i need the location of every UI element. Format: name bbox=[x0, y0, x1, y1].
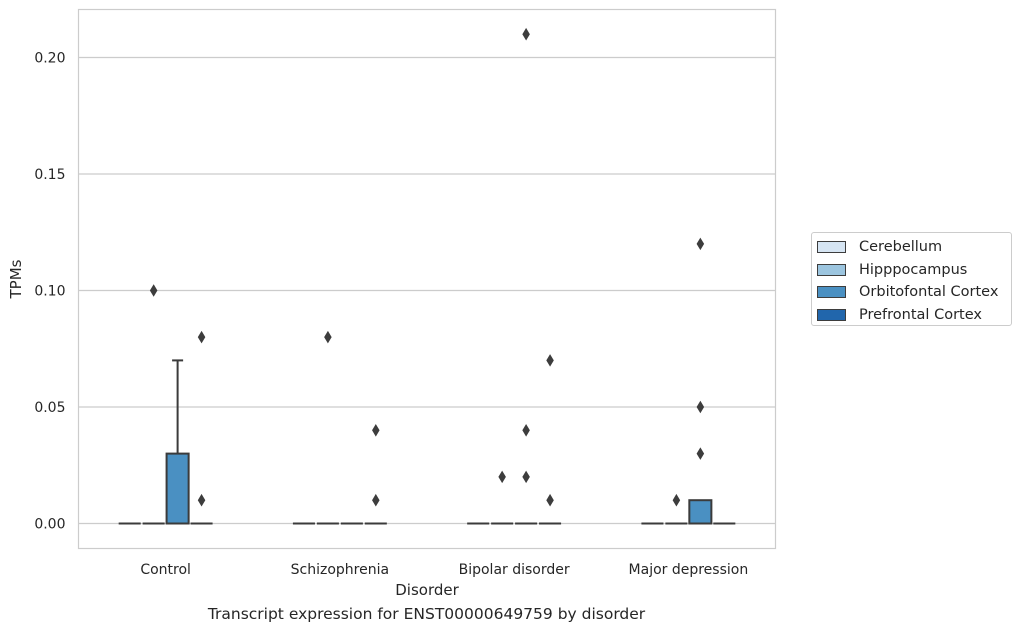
outlier-point bbox=[522, 470, 530, 484]
x-tick-label: Major depression bbox=[629, 562, 749, 578]
box-2-0 bbox=[165, 359, 190, 525]
outlier-point bbox=[696, 237, 705, 251]
outlier-point bbox=[546, 354, 554, 367]
plot-area-frame bbox=[77, 8, 777, 550]
chart-caption: Transcript expression for ENST0000064975… bbox=[207, 605, 646, 623]
legend-label: Cerebellum bbox=[859, 239, 943, 256]
outlier-point bbox=[546, 493, 554, 507]
box-1-2 bbox=[491, 470, 514, 525]
y-tick-label: 0.15 bbox=[34, 167, 65, 183]
legend-label: Prefrontal Cortex bbox=[859, 306, 982, 323]
y-tick-label: 0.20 bbox=[34, 51, 65, 67]
outlier-point bbox=[498, 470, 506, 484]
legend-item: Hipppocampus bbox=[817, 259, 1011, 282]
y-axis-title: TPMs bbox=[7, 259, 25, 299]
outlier-point bbox=[324, 330, 332, 344]
x-tick-label: Bipolar disorder bbox=[459, 562, 570, 578]
outlier-point bbox=[372, 493, 380, 507]
legend-swatch bbox=[817, 263, 846, 276]
outlier-point bbox=[696, 400, 705, 414]
y-axis-ticks: 0.00 0.05 0.10 0.15 0.20 bbox=[34, 51, 65, 533]
x-axis-ticks: Control Schizophrenia Bipolar disorder Majo… bbox=[140, 562, 748, 578]
legend-item: Orbitofontal Cortex bbox=[817, 281, 1011, 304]
box-3-0 bbox=[190, 330, 213, 525]
box-2-3 bbox=[688, 237, 713, 525]
outlier-point bbox=[696, 447, 705, 460]
x-axis-title: Disorder bbox=[395, 581, 459, 599]
legend-label: Orbitofontal Cortex bbox=[859, 284, 999, 301]
x-tick-label: Schizophrenia bbox=[291, 562, 389, 578]
x-tick-label: Control bbox=[140, 562, 191, 578]
outlier-point bbox=[372, 424, 380, 437]
box-1-1 bbox=[316, 330, 339, 525]
box-body bbox=[165, 452, 190, 525]
box-2-2 bbox=[515, 27, 538, 525]
outlier-point bbox=[672, 493, 681, 507]
outlier-point bbox=[197, 493, 206, 507]
outlier-point bbox=[522, 424, 530, 437]
legend-swatch bbox=[817, 308, 846, 321]
outlier-point bbox=[197, 330, 206, 344]
legend-item: Cerebellum bbox=[817, 236, 1011, 259]
box-1-3 bbox=[665, 493, 688, 525]
box-1-0 bbox=[142, 284, 165, 525]
box-body bbox=[688, 499, 713, 525]
box-3-1 bbox=[364, 424, 387, 525]
legend-swatch bbox=[817, 286, 846, 299]
legend-item: Prefrontal Cortex bbox=[817, 304, 1011, 327]
box-series bbox=[118, 27, 736, 525]
y-tick-label: 0.00 bbox=[34, 517, 65, 533]
outlier-point bbox=[522, 27, 530, 41]
legend: Cerebellum Hipppocampus Orbitofontal Corte… bbox=[811, 232, 1012, 326]
legend-label: Hipppocampus bbox=[859, 261, 968, 278]
outlier-point bbox=[149, 284, 158, 297]
box-3-2 bbox=[539, 354, 562, 525]
y-tick-label: 0.05 bbox=[34, 400, 65, 416]
legend-swatch bbox=[817, 241, 846, 254]
y-tick-label: 0.10 bbox=[34, 284, 65, 300]
